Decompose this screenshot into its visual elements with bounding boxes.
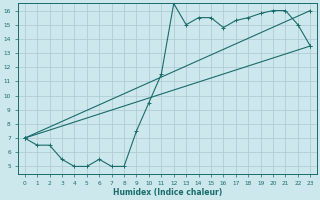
X-axis label: Humidex (Indice chaleur): Humidex (Indice chaleur) bbox=[113, 188, 222, 197]
